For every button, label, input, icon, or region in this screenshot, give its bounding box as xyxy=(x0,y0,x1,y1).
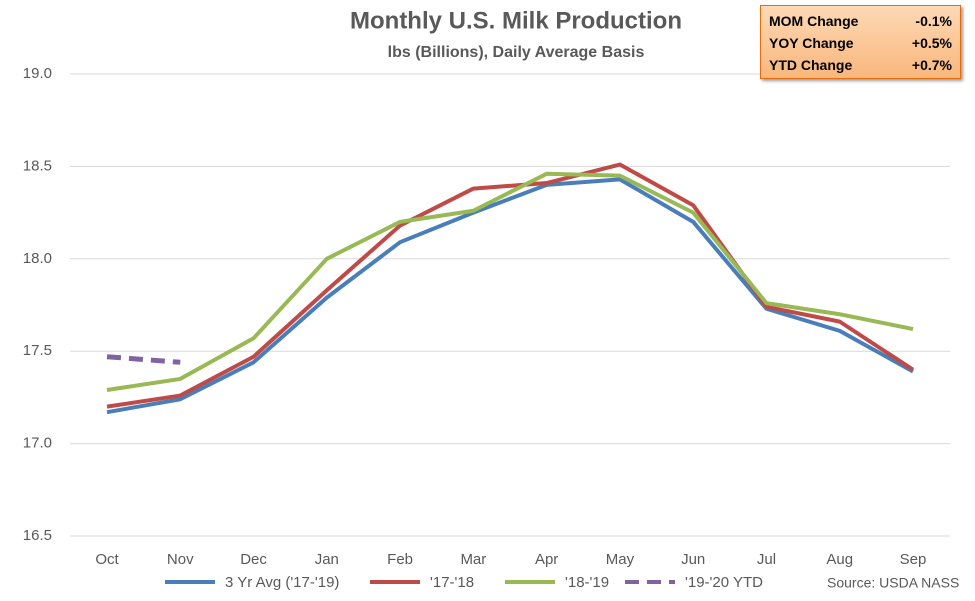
info-value: +0.5% xyxy=(911,35,952,51)
x-tick-label: May xyxy=(606,551,635,568)
x-tick-label: Jun xyxy=(681,551,705,568)
y-tick-label: 18.0 xyxy=(23,250,52,267)
chart-title: Monthly U.S. Milk Production xyxy=(350,7,682,34)
series-line xyxy=(106,177,914,415)
info-value: +0.7% xyxy=(911,57,952,73)
x-tick-label: Nov xyxy=(167,551,194,568)
x-tick-label: Mar xyxy=(460,551,486,568)
series-line xyxy=(106,171,914,392)
chart-subtitle: lbs (Billions), Daily Average Basis xyxy=(388,44,645,61)
y-tick-label: 17.0 xyxy=(23,435,52,452)
info-value: -0.1% xyxy=(915,13,952,29)
info-table: MOM Change -0.1% YOY Change +0.5% YTD Change… xyxy=(769,10,952,76)
info-box: MOM Change -0.1% YOY Change +0.5% YTD Change… xyxy=(760,5,961,79)
info-row: YTD Change +0.7% xyxy=(769,54,952,76)
x-tick-label: Apr xyxy=(535,551,558,568)
x-tick-label: Feb xyxy=(387,551,413,568)
info-label: YOY Change xyxy=(769,35,854,51)
info-row: YOY Change +0.5% xyxy=(769,32,952,54)
x-tick-label: Jul xyxy=(757,551,776,568)
y-tick-label: 17.5 xyxy=(23,342,52,359)
legend-label: 3 Yr Avg ('17-'19) xyxy=(225,574,339,591)
legend-label: '17-'18 xyxy=(430,574,474,591)
info-label: MOM Change xyxy=(769,13,859,29)
legend-label: '19-'20 YTD xyxy=(685,574,763,591)
info-row: MOM Change -0.1% xyxy=(769,10,952,32)
y-tick-label: 19.0 xyxy=(23,65,52,82)
series-line xyxy=(106,354,181,365)
x-tick-label: Dec xyxy=(240,551,267,568)
series-line xyxy=(106,162,915,409)
legend-label: '18-'19 xyxy=(565,574,609,591)
x-tick-label: Oct xyxy=(95,551,119,568)
x-tick-label: Aug xyxy=(826,551,853,568)
x-tick-label: Sep xyxy=(900,551,927,568)
info-label: YTD Change xyxy=(769,57,853,73)
x-tick-label: Jan xyxy=(315,551,339,568)
source: Source: USDA NASS xyxy=(827,575,959,591)
y-tick-label: 16.5 xyxy=(23,527,52,544)
y-tick-label: 18.5 xyxy=(23,157,52,174)
